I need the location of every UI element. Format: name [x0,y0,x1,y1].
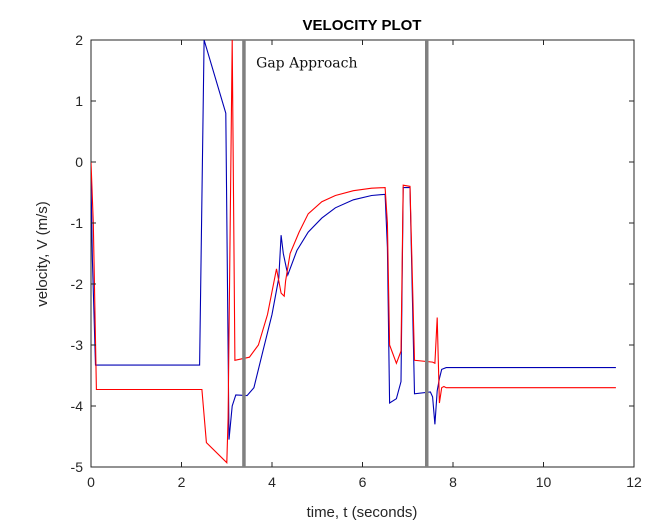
y-tick-label: -3 [71,337,84,353]
x-axis-label: time, t (seconds) [307,504,418,521]
x-tick-label: 12 [626,474,642,490]
y-tick-label: -1 [71,215,84,231]
y-axis-label: velocity, V (m/s) [34,201,51,307]
series-line-0 [91,40,616,440]
y-tick-label: -2 [71,276,84,292]
chart-title: VELOCITY PLOT [303,17,422,34]
series-line-1 [91,40,616,464]
x-tick-label: 10 [536,474,552,490]
y-tick-label: -5 [71,459,84,475]
x-tick-label: 6 [359,474,367,490]
y-tick-label: -4 [71,398,84,414]
y-tick-label: 0 [75,154,83,170]
plot-frame [90,39,635,468]
x-tick-label: 8 [449,474,457,490]
x-tick-label: 4 [268,474,276,490]
y-tick-label: 2 [75,32,83,48]
annotation-text-0: Gap Approach [256,55,357,71]
plot-area: Gap Approach [90,39,635,468]
x-tick-label: 0 [87,474,95,490]
x-tick-label: 2 [178,474,186,490]
y-tick-label: 1 [75,93,83,109]
